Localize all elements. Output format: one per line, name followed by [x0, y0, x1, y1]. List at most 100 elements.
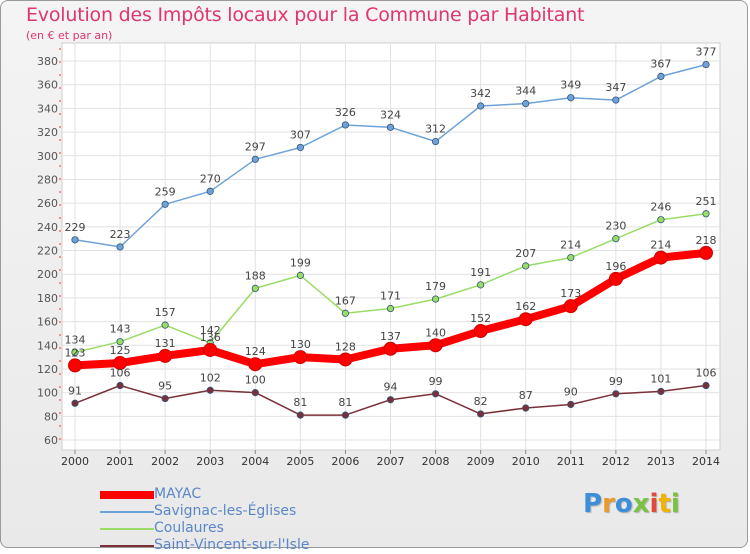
logo-letter: t: [658, 489, 671, 519]
data-label: 101: [650, 372, 671, 385]
data-label: 152: [470, 312, 491, 325]
legend-item: Coulaures: [100, 520, 360, 537]
legend-label: MAYAC: [154, 486, 202, 502]
logo-letter: i: [670, 489, 680, 519]
data-label: 142: [200, 324, 221, 337]
chart-legend: MAYAC Savignac-les-Églises Coulaures Saint-…: [100, 486, 360, 554]
legend-item: Savignac-les-Églises: [100, 503, 360, 520]
data-point: [386, 123, 395, 131]
data-point: [657, 387, 665, 396]
data-label: 137: [380, 330, 401, 343]
x-tick-label: 2009: [467, 455, 495, 468]
x-tick-label: 2006: [331, 455, 359, 468]
y-tick-label: 240: [37, 221, 58, 234]
data-label: 81: [338, 396, 352, 409]
y-tick-label: 340: [37, 102, 58, 115]
data-label: 95: [158, 380, 172, 393]
logo-letter: P: [583, 489, 603, 519]
x-tick-label: 2014: [692, 455, 720, 468]
data-label: 324: [380, 108, 401, 121]
data-point: [657, 72, 665, 80]
data-label: 246: [650, 201, 671, 214]
data-point: [383, 341, 398, 356]
data-label: 307: [290, 128, 311, 141]
data-label: 342: [470, 87, 491, 100]
x-tick-label: 2010: [512, 455, 540, 468]
data-point: [251, 284, 259, 292]
data-point: [477, 281, 485, 289]
data-point: [206, 386, 214, 394]
y-tick-label: 120: [37, 363, 58, 376]
data-label: 140: [425, 326, 446, 339]
data-label: 124: [245, 345, 266, 358]
data-label: 377: [696, 46, 717, 59]
data-label: 106: [696, 367, 717, 380]
data-label: 214: [650, 239, 671, 252]
data-label: 134: [65, 333, 86, 346]
data-point: [248, 357, 263, 372]
y-tick-label: 100: [37, 387, 58, 400]
data-label: 223: [110, 228, 131, 241]
data-point: [386, 396, 395, 404]
data-point: [522, 404, 530, 412]
data-point: [68, 358, 82, 373]
data-label: 207: [515, 247, 536, 260]
y-tick-label: 80: [44, 410, 58, 423]
data-point: [702, 60, 710, 69]
data-label: 125: [110, 344, 131, 357]
data-label: 230: [605, 220, 626, 233]
data-point: [71, 236, 79, 244]
data-point: [386, 304, 395, 313]
logo-letter: i: [649, 489, 659, 519]
data-point: [522, 262, 530, 270]
x-tick-label: 2003: [196, 455, 224, 468]
data-label: 167: [335, 294, 356, 307]
legend-item: Saint-Vincent-sur-l'Isle: [100, 537, 360, 554]
y-tick-label: 60: [44, 434, 58, 447]
data-point: [431, 137, 440, 146]
x-tick-label: 2011: [557, 455, 585, 468]
data-point: [477, 102, 485, 110]
logo-letter: r: [602, 489, 615, 519]
data-point: [338, 352, 353, 367]
data-label: 102: [200, 371, 221, 384]
data-label: 94: [384, 381, 398, 394]
data-point: [653, 250, 668, 265]
y-tick-label: 260: [37, 197, 58, 210]
data-point: [161, 200, 169, 208]
y-tick-label: 220: [37, 245, 58, 258]
data-label: 191: [470, 266, 491, 279]
data-label: 229: [65, 221, 86, 234]
data-point: [296, 411, 304, 419]
data-point: [71, 399, 79, 407]
data-label: 130: [290, 338, 311, 351]
legend-item: MAYAC: [100, 486, 360, 503]
data-point: [206, 187, 214, 195]
data-point: [612, 96, 620, 104]
data-label: 91: [68, 384, 82, 397]
data-label: 218: [696, 234, 717, 247]
data-label: 344: [515, 85, 536, 98]
data-label: 259: [155, 185, 176, 198]
legend-swatch: [100, 491, 154, 499]
data-point: [522, 100, 530, 108]
data-label: 106: [110, 367, 131, 380]
data-point: [158, 348, 173, 363]
legend-label: Saint-Vincent-sur-l'Isle: [154, 537, 310, 553]
data-label: 367: [650, 57, 671, 70]
data-label: 251: [696, 195, 717, 208]
data-label: 81: [293, 396, 307, 409]
x-tick-label: 2005: [286, 455, 314, 468]
data-point: [296, 143, 304, 152]
y-tick-label: 180: [37, 292, 58, 305]
data-point: [113, 356, 128, 371]
data-point: [71, 348, 79, 356]
data-point: [567, 94, 575, 102]
data-point: [473, 324, 488, 339]
data-point: [567, 254, 575, 262]
data-point: [116, 381, 124, 390]
chart-title: Evolution des Impôts locaux pour la Comm…: [26, 4, 585, 26]
x-tick-label: 2000: [61, 455, 89, 468]
data-point: [341, 121, 350, 129]
